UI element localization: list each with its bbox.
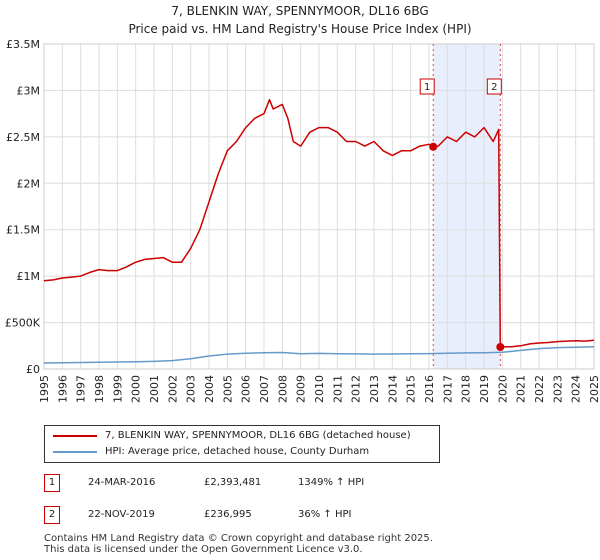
- x-tick-label: 2021: [515, 375, 528, 403]
- chart-subtitle: Price paid vs. HM Land Registry's House …: [128, 22, 472, 36]
- transaction-date: 24-MAR-2016: [88, 477, 156, 488]
- transaction-row: 2 22-NOV-2019 £236,995 36% ↑ HPI: [44, 506, 544, 524]
- transaction-price: £236,995: [204, 509, 252, 520]
- marker-label-box: [486, 78, 502, 95]
- chart-title: 7, BLENKIN WAY, SPENNYMOOR, DL16 6BG: [171, 4, 429, 18]
- legend-swatch-hpi: [53, 451, 97, 453]
- hpi-line: [43, 345, 595, 364]
- legend-label-price: 7, BLENKIN WAY, SPENNYMOOR, DL16 6BG (de…: [105, 430, 411, 441]
- y-tick-label: £3.5M: [6, 38, 40, 51]
- x-tick-label: 2014: [386, 375, 399, 403]
- x-tick-label: 2023: [551, 375, 564, 403]
- x-tick-label: 2019: [478, 375, 491, 403]
- x-tick-label: 1999: [111, 375, 124, 403]
- x-tick-label: 2004: [203, 375, 216, 403]
- x-tick-label: 2012: [350, 375, 363, 403]
- transaction-badge: 2: [44, 506, 60, 524]
- x-tick-label: 2022: [533, 375, 546, 403]
- x-tick-label: 2000: [130, 375, 143, 403]
- price-line: [43, 98, 595, 348]
- x-tick-label: 2001: [148, 375, 161, 403]
- x-tick-label: 1996: [56, 375, 69, 403]
- x-tick-label: 2009: [295, 375, 308, 403]
- x-tick-label: 2007: [258, 375, 271, 403]
- footer-license: This data is licensed under the Open Gov…: [44, 544, 363, 555]
- y-tick-label: £2.5M: [6, 131, 40, 144]
- sale-marker-dot: [496, 342, 505, 351]
- y-tick-label: £3M: [17, 84, 41, 97]
- plot-area: [43, 43, 595, 370]
- x-tick-label: 2020: [496, 375, 509, 403]
- transaction-price: £2,393,481: [204, 477, 262, 488]
- sale-marker-dot: [429, 142, 438, 151]
- transaction-date: 22-NOV-2019: [88, 509, 155, 520]
- x-tick-label: 2015: [405, 375, 418, 403]
- transaction-hpi-change: 1349% ↑ HPI: [298, 477, 365, 488]
- y-tick-label: £500K: [5, 317, 41, 330]
- x-tick-label: 2024: [570, 375, 583, 403]
- footer-copyright: Contains HM Land Registry data © Crown c…: [44, 533, 433, 544]
- y-tick-label: £1.5M: [6, 224, 40, 237]
- legend-swatch-price: [53, 435, 97, 437]
- x-tick-label: 2003: [185, 375, 198, 403]
- x-tick-label: 2008: [276, 375, 289, 403]
- x-tick-label: 2025: [588, 375, 600, 403]
- x-tick-label: 2013: [368, 375, 381, 403]
- legend-label-hpi: HPI: Average price, detached house, Coun…: [105, 446, 370, 457]
- x-tick-label: 2010: [313, 375, 326, 403]
- transaction-badge: 1: [44, 474, 60, 492]
- x-tick-label: 2018: [460, 375, 473, 403]
- y-tick-label: £0: [26, 363, 40, 376]
- marker-label-box: [419, 78, 435, 95]
- y-tick-label: £1M: [17, 270, 41, 283]
- x-tick-label: 1995: [38, 375, 51, 403]
- y-tick-label: £2M: [17, 177, 41, 190]
- x-tick-label: 2016: [423, 375, 436, 403]
- legend: 7, BLENKIN WAY, SPENNYMOOR, DL16 6BG (de…: [44, 425, 440, 463]
- x-tick-label: 1997: [75, 375, 88, 403]
- shaded-period: [433, 44, 501, 369]
- marker-label: 1: [424, 82, 430, 93]
- transaction-hpi-change: 36% ↑ HPI: [298, 509, 352, 520]
- x-tick-label: 2005: [221, 375, 234, 403]
- x-tick-label: 2002: [166, 375, 179, 403]
- x-tick-label: 1998: [93, 375, 106, 403]
- x-tick-label: 2011: [331, 375, 344, 403]
- marker-label: 2: [491, 82, 497, 93]
- x-tick-label: 2006: [240, 375, 253, 403]
- transaction-row: 1 24-MAR-2016 £2,393,481 1349% ↑ HPI: [44, 474, 544, 492]
- x-tick-label: 2017: [441, 375, 454, 403]
- price-chart: £0 £500K £1M £1.5M £2M £2.5M £3M £3.5M 1995 1996 1…: [5, 38, 600, 403]
